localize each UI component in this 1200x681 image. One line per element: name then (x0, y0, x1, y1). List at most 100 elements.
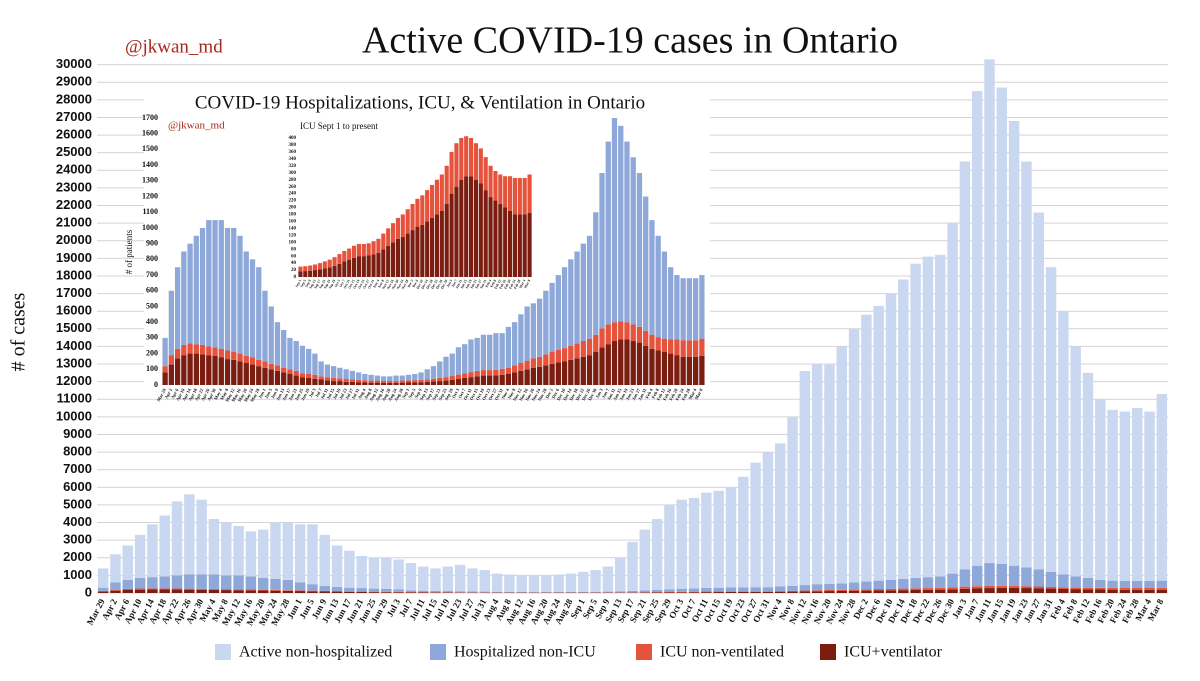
x-tick-label: Jun 29 (300, 387, 311, 401)
bar-segment (262, 367, 268, 385)
y-tick-label: 900 (146, 238, 158, 247)
y-tick-label: 80 (291, 247, 297, 252)
bar-segment (134, 588, 146, 590)
bar-segment (184, 588, 195, 590)
bar-segment (287, 369, 293, 375)
bar-segment (444, 165, 449, 205)
bar-segment (512, 177, 518, 215)
bar-segment (268, 363, 274, 370)
x-tick-label: Apr 26 (200, 387, 211, 402)
bar-segment (351, 257, 357, 277)
bar-segment (1131, 589, 1143, 593)
bar-segment (499, 374, 505, 385)
bar-segment (578, 591, 589, 593)
bar-segment (947, 573, 958, 588)
bar-segment (376, 252, 381, 277)
bar-segment (479, 591, 491, 593)
bar-segment (174, 267, 181, 349)
bar-segment (524, 369, 530, 385)
y-tick-label: 0 (154, 380, 158, 389)
bar-segment (181, 355, 187, 385)
bar-segment (208, 574, 220, 589)
y-tick-label: 13000 (56, 355, 92, 370)
bar-segment (110, 590, 121, 593)
x-tick-label: Jun 17 (281, 387, 292, 401)
bar-segment (405, 209, 410, 234)
bar-segment (922, 577, 934, 589)
legend-swatch (820, 644, 836, 660)
bar-segment (464, 176, 469, 277)
y-tick-label: 1300 (142, 176, 158, 185)
bar-segment (400, 237, 405, 277)
x-tick-label: Feb 12 (494, 279, 502, 290)
bar-segment (487, 370, 493, 376)
bar-segment (347, 259, 352, 277)
bar-segment (287, 374, 293, 385)
bar-segment (449, 376, 455, 380)
y-tick-label: 500 (146, 301, 158, 310)
x-tick-label: Sep 21 (431, 387, 442, 401)
bar-segment (480, 334, 487, 371)
bar-segment (618, 321, 624, 340)
x-tick-label: Nov 16 (518, 387, 529, 402)
bar-segment (455, 374, 462, 380)
x-tick-label: Mar 29 (156, 387, 167, 402)
bar-segment (196, 574, 207, 589)
bar-segment (555, 362, 561, 385)
bar-segment (947, 589, 958, 593)
bar-segment (307, 590, 318, 592)
bar-segment (380, 376, 387, 381)
bar-segment (405, 380, 412, 383)
bar-segment (393, 589, 404, 592)
bar-segment (1156, 589, 1168, 593)
bar-segment (1095, 587, 1106, 590)
bar-segment (233, 590, 244, 593)
bar-segment (590, 570, 601, 592)
bar-segment (922, 256, 934, 578)
bar-segment (245, 531, 257, 577)
bar-segment (651, 589, 663, 593)
bar-segment (824, 583, 835, 591)
bar-segment (1058, 588, 1069, 593)
bar-segment (324, 364, 331, 378)
bar-segment (493, 171, 498, 201)
bar-segment (312, 353, 318, 375)
bar-segment (1131, 581, 1143, 588)
bar-segment (455, 347, 462, 375)
bar-segment (303, 266, 308, 272)
bar-segment (199, 354, 206, 385)
bar-segment (395, 217, 401, 239)
bar-segment (337, 367, 343, 379)
y-tick-label: 200 (146, 348, 158, 357)
bar-segment (738, 591, 749, 592)
bar-segment (984, 59, 995, 564)
bar-segment (1070, 576, 1081, 588)
bar-segment (1008, 585, 1020, 588)
x-tick-label: Feb 24 (674, 387, 685, 401)
y-tick-label: 1700 (142, 113, 158, 122)
bar-segment (293, 370, 299, 376)
bar-segment (439, 210, 444, 277)
bar-segment (308, 270, 313, 277)
bar-segment (750, 587, 761, 592)
bar-segment (257, 590, 269, 593)
x-tick-label: Dec 26 (435, 279, 443, 290)
bar-segment (159, 515, 170, 577)
bar-segment (811, 364, 823, 585)
bar-segment (639, 590, 651, 593)
y-tick-label: 16000 (56, 303, 92, 318)
bar-segment (371, 241, 376, 255)
y-tick-label: 15000 (56, 320, 92, 335)
x-tick-label: Jan 27 (631, 387, 642, 401)
bar-segment (199, 344, 206, 355)
x-tick-label: May 12 (224, 387, 236, 403)
y-tick-label: 19000 (56, 250, 92, 265)
bar-segment (298, 271, 303, 277)
bar-segment (565, 573, 577, 592)
bar-segment (565, 591, 577, 593)
bar-segment (1058, 574, 1069, 588)
x-tick-label: Oct 27 (487, 387, 498, 401)
bar-segment (356, 256, 362, 277)
bar-segment (274, 365, 281, 371)
bar-segment (680, 356, 686, 385)
